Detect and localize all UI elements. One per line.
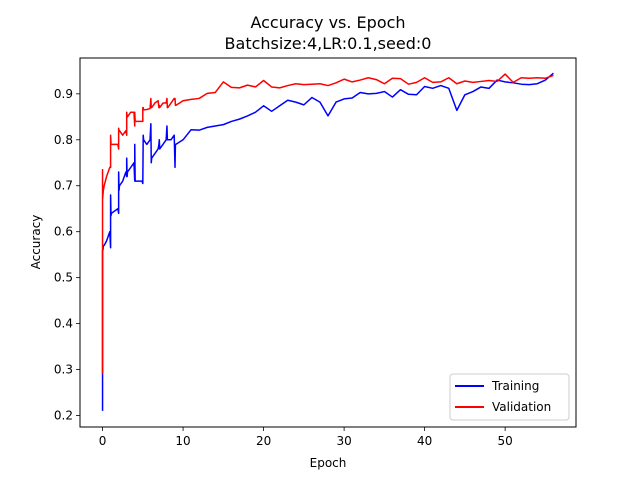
legend: Training Validation	[449, 373, 570, 421]
plot-area: 0 10 20 30 40 50 0.2 0.3 0.4 0.5 0.6 0.7 0.8 0.9	[54, 57, 577, 448]
y-tick-label: 0.2	[54, 409, 73, 423]
series-layer	[101, 72, 554, 411]
y-axis-label: Accuracy	[29, 215, 43, 270]
y-tick-label: 0.5	[54, 271, 73, 285]
y-tick-label: 0.8	[54, 133, 73, 147]
x-tick-label: 20	[256, 434, 271, 448]
chart-title: Accuracy vs. Epoch	[250, 13, 405, 32]
y-axis-ticks: 0.2 0.3 0.4 0.5 0.6 0.7 0.8 0.9	[54, 87, 80, 423]
y-tick-label: 0.6	[54, 225, 73, 239]
y-tick-label: 0.7	[54, 179, 73, 193]
x-axis-ticks: 0 10 20 30 40 50	[99, 427, 513, 448]
y-tick-label: 0.3	[54, 363, 73, 377]
y-tick-label: 0.9	[54, 87, 73, 101]
x-tick-label: 50	[498, 434, 513, 448]
x-tick-label: 40	[417, 434, 432, 448]
series-line-validation	[101, 73, 554, 375]
legend-label-training: Training	[491, 379, 539, 393]
plot-frame	[79, 57, 577, 428]
legend-label-validation: Validation	[492, 400, 551, 414]
x-tick-label: 30	[336, 434, 351, 448]
chart-subtitle: Batchsize:4,LR:0.1,seed:0	[225, 34, 432, 53]
y-tick-label: 0.4	[54, 317, 73, 331]
series-line-training	[101, 72, 554, 411]
x-tick-label: 10	[175, 434, 190, 448]
x-tick-label: 0	[99, 434, 107, 448]
x-axis-label: Epoch	[310, 456, 347, 470]
